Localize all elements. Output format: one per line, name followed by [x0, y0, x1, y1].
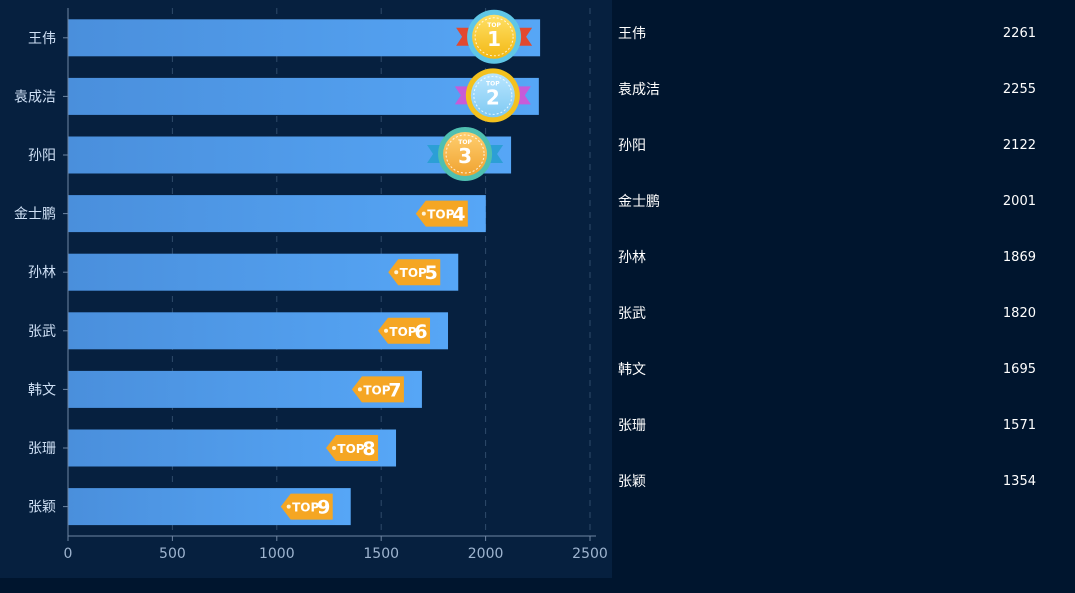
tag-rank-number: 5	[425, 262, 438, 284]
tag-top-text: TOP	[337, 442, 364, 456]
tag-rank-number: 7	[388, 379, 401, 401]
medal-top-text: TOP	[487, 22, 501, 29]
axis-layer: 0 500 1000 1500 2000 2500	[63, 8, 608, 562]
xtick-label-0: 0	[64, 546, 73, 562]
list-item-name: 张颖	[618, 474, 646, 490]
tag-rank-number: 8	[362, 438, 375, 460]
medal-face	[472, 14, 517, 59]
list-item: 张珊 1571	[618, 414, 1036, 438]
list-item-name: 王伟	[618, 26, 646, 42]
category-label-张颖: 张颖	[28, 500, 56, 516]
tag-top-text: TOP	[400, 266, 427, 280]
list-item: 王伟 2261	[618, 22, 1036, 46]
list-item-value: 2255	[1002, 82, 1036, 97]
list-item-name: 孙林	[618, 250, 646, 266]
xtick-label-1500: 1500	[363, 546, 399, 562]
tag-rank-number: 9	[317, 497, 330, 519]
xtick-label-1000: 1000	[259, 546, 295, 562]
list-item-name: 张珊	[618, 418, 646, 434]
category-label-孙林: 孙林	[28, 265, 56, 281]
xtick-label-2500: 2500	[572, 546, 608, 562]
tag-shape	[326, 435, 379, 461]
ranking-list: 王伟 2261 袁成洁 2255 孙阳 2122 金士鹏 2001 孙林 1869 张武 1820 韩文…	[612, 0, 1075, 593]
tag-shape	[415, 200, 468, 227]
medal-top-text: TOP	[486, 80, 500, 87]
tag-rank-number: 4	[452, 204, 465, 226]
medal-face	[443, 132, 488, 176]
list-item-name: 韩文	[618, 362, 646, 378]
category-label-韩文: 韩文	[28, 382, 56, 398]
tag-top-text: TOP	[363, 383, 390, 397]
tag-top-text: TOP	[292, 501, 319, 515]
list-item-value: 1354	[1002, 474, 1036, 489]
list-item: 袁成洁 2255	[618, 78, 1036, 102]
bars-layer	[68, 19, 541, 526]
list-item: 孙林 1869	[618, 246, 1036, 270]
tag-top-text: TOP	[427, 208, 454, 222]
list-item-name: 袁成洁	[618, 82, 660, 98]
list-item-name: 孙阳	[618, 138, 646, 154]
xtick-label-2000: 2000	[468, 546, 504, 562]
ranking-bar-chart: TOP 1 TOP 2 TOP 3 TOP 4 TOP 5 TOP 6 TOP 7 TOP 8 TOP 9 王伟袁…	[0, 0, 612, 578]
tag-shape	[280, 493, 333, 520]
tag-shape	[351, 376, 404, 403]
list-item-value: 2122	[1002, 138, 1036, 153]
list-item-value: 1869	[1002, 250, 1036, 265]
xtick-label-500: 500	[159, 546, 186, 562]
category-label-金士鹏: 金士鹏	[14, 207, 56, 223]
list-item-name: 张武	[618, 306, 646, 322]
medal-top-text: TOP	[458, 139, 472, 146]
list-item-value: 2001	[1002, 194, 1036, 209]
medal-rank-number: 2	[486, 85, 500, 109]
list-item: 张武 1820	[618, 302, 1036, 326]
category-label-孙阳: 孙阳	[28, 148, 56, 164]
list-item: 张颖 1354	[618, 470, 1036, 494]
medal-rank-number: 1	[487, 27, 501, 51]
list-item-name: 金士鹏	[618, 194, 660, 210]
list-item-value: 1571	[1002, 418, 1036, 433]
tag-top-text: TOP	[389, 325, 416, 339]
medal-rank-number: 3	[458, 144, 472, 168]
list-item-value: 1820	[1002, 306, 1036, 321]
bar-王伟	[68, 19, 541, 57]
category-label-张珊: 张珊	[28, 441, 56, 457]
category-label-王伟: 王伟	[28, 31, 56, 47]
tag-rank-number: 6	[414, 321, 427, 343]
list-item: 金士鹏 2001	[618, 190, 1036, 214]
tag-shape	[388, 259, 441, 286]
list-item: 韩文 1695	[618, 358, 1036, 382]
list-item: 孙阳 2122	[618, 134, 1036, 158]
tag-shape	[378, 317, 431, 344]
category-label-张武: 张武	[28, 324, 56, 340]
category-label-袁成洁: 袁成洁	[14, 89, 56, 105]
medal-face	[470, 73, 515, 118]
list-item-value: 1695	[1002, 362, 1036, 377]
list-item-value: 2261	[1002, 26, 1036, 41]
